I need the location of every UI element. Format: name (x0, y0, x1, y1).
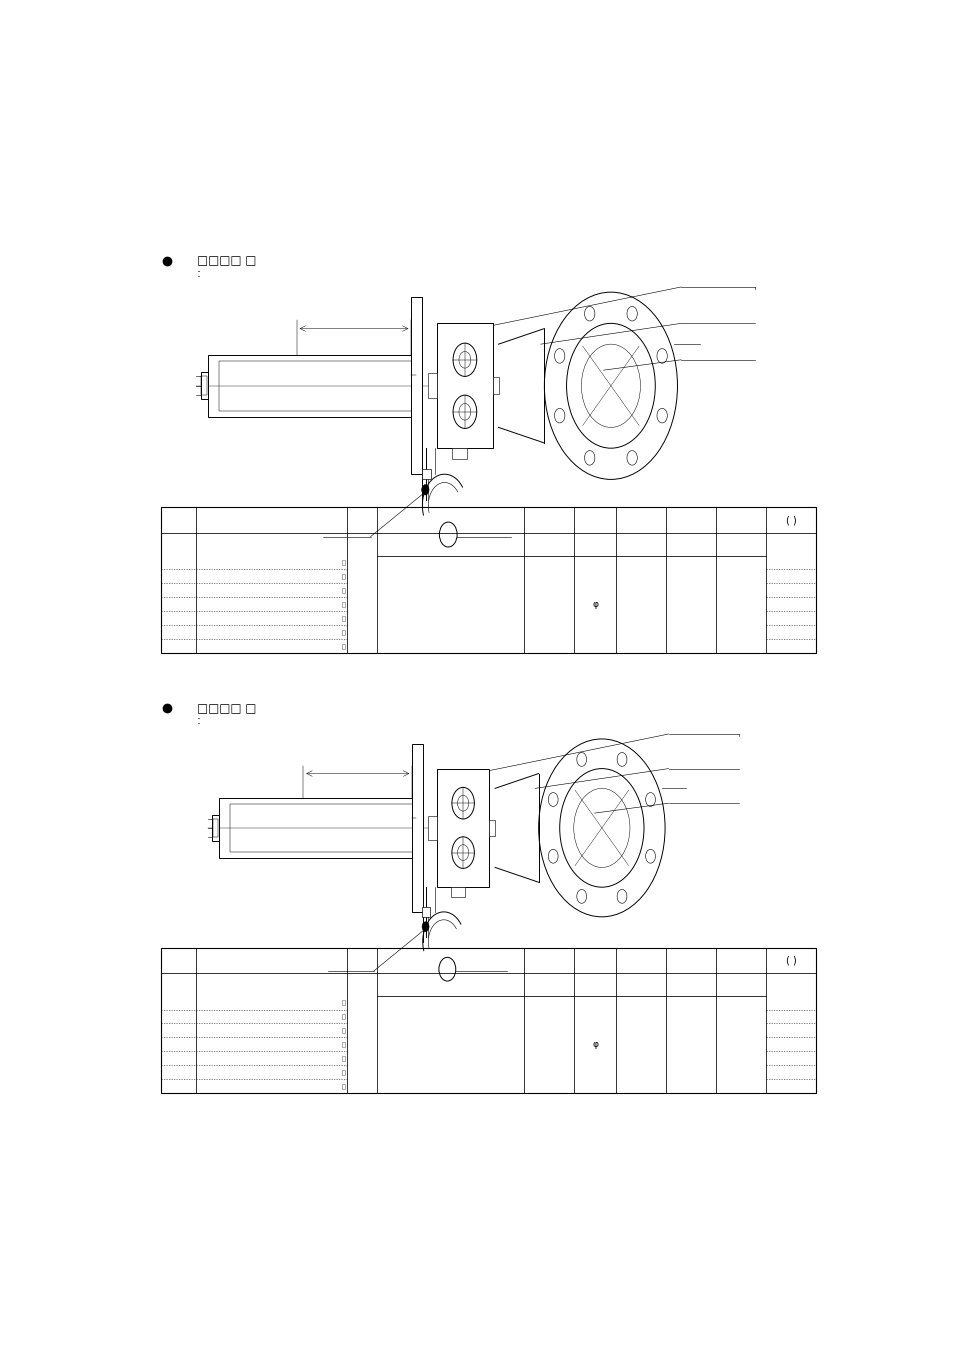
Text: □□□□ □: □□□□ □ (196, 701, 256, 715)
Bar (212, 815, 219, 840)
Bar (341, 601, 345, 607)
Circle shape (421, 485, 429, 494)
Bar (411, 297, 422, 474)
Circle shape (421, 921, 429, 932)
Bar (341, 588, 345, 593)
Bar (341, 574, 345, 580)
Bar (341, 1000, 345, 1005)
Bar (489, 820, 495, 836)
Circle shape (439, 521, 456, 547)
Bar (201, 377, 207, 394)
Bar (341, 1055, 345, 1061)
Bar (341, 1028, 345, 1034)
Bar (436, 323, 492, 449)
Bar (341, 616, 345, 621)
Bar (341, 630, 345, 635)
Bar (341, 1042, 345, 1047)
Bar (428, 373, 436, 399)
Bar (421, 907, 430, 917)
Text: φ: φ (592, 1040, 598, 1048)
Bar (341, 643, 345, 648)
Bar (213, 819, 218, 836)
Bar (341, 559, 345, 565)
Bar (428, 816, 436, 840)
Bar (436, 769, 489, 888)
Bar (219, 798, 422, 858)
Bar (341, 1084, 345, 1089)
Bar (161, 947, 816, 1093)
Text: φ: φ (592, 600, 598, 609)
Text: ( ): ( ) (785, 515, 796, 526)
Bar (341, 1013, 345, 1019)
Bar (451, 888, 464, 897)
Text: □□□□ □: □□□□ □ (196, 254, 256, 267)
Bar (200, 373, 208, 400)
Text: :: : (196, 715, 201, 727)
Bar (452, 449, 466, 458)
Text: :: : (196, 267, 201, 280)
Bar (208, 354, 422, 417)
Bar (421, 469, 430, 480)
Bar (219, 361, 422, 411)
Circle shape (438, 958, 456, 981)
Bar (492, 377, 498, 394)
Bar (412, 744, 422, 912)
Bar (341, 1070, 345, 1075)
Text: ( ): ( ) (785, 955, 796, 965)
Bar (161, 508, 816, 653)
Bar (230, 804, 422, 851)
